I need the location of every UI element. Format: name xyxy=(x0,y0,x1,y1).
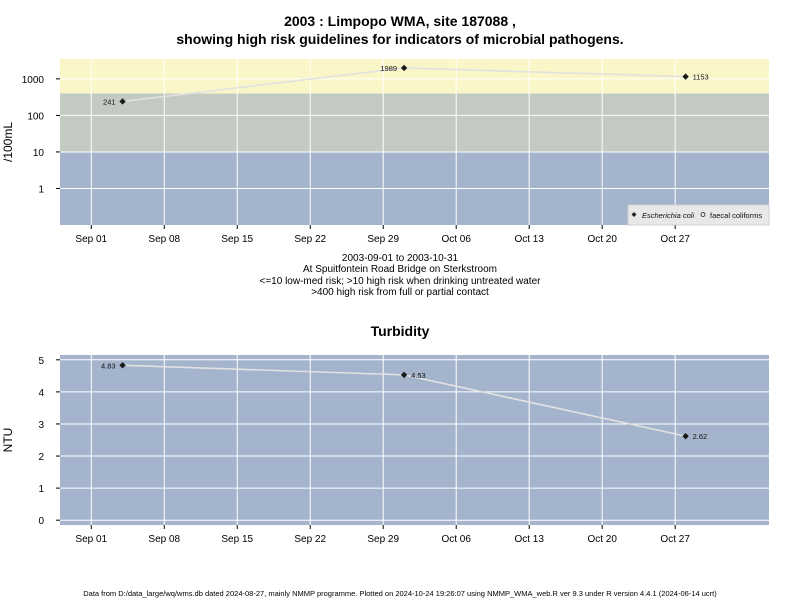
chart-title-line-1: 2003 : Limpopo WMA, site 187088 , xyxy=(284,13,516,29)
turbidity-chart-title: Turbidity xyxy=(370,323,430,339)
y-tick-label: 5 xyxy=(38,356,44,367)
risk-band-1 xyxy=(60,93,769,152)
y-tick-label: 3 xyxy=(38,420,44,431)
legend-label-faecal: faecal coliforms xyxy=(710,211,762,220)
plot-background xyxy=(60,355,769,525)
legend-label-ecoli: Escherichia coli xyxy=(642,211,694,220)
data-label: 1989 xyxy=(380,64,397,73)
y-tick-label: 1 xyxy=(38,484,44,495)
x-tick-label: Sep 29 xyxy=(367,534,399,545)
data-point xyxy=(119,98,126,105)
x-tick-label: Oct 13 xyxy=(514,534,544,545)
x-tick-label: Sep 08 xyxy=(148,234,180,245)
y-axis-label: /100mL xyxy=(1,122,15,162)
legend: Escherichia coli faecal coliforms xyxy=(627,204,770,226)
chart-title-line-2: showing high risk guidelines for indicat… xyxy=(176,31,624,47)
y-tick-label: 100 xyxy=(27,111,44,122)
data-point xyxy=(119,362,126,369)
data-label: 1153 xyxy=(693,73,709,82)
x-tick-label: Sep 01 xyxy=(75,234,107,245)
x-tick-label: Oct 06 xyxy=(441,234,471,245)
y-tick-label: 1000 xyxy=(22,75,45,86)
y-axis-label: NTU xyxy=(1,428,15,453)
data-label: 4.83 xyxy=(101,361,116,370)
risk-caption-drinking: <=10 low-med risk; >10 high risk when dr… xyxy=(259,276,541,287)
x-tick-label: Sep 22 xyxy=(294,234,326,245)
ecoli-chart: Sep 01 Sep 08 Sep 15 Sep 22 Sep 29 Oct 06 Oct … xyxy=(1,59,770,245)
footer-note: Data from D:/data_large/wq/wms.db dated … xyxy=(83,589,717,598)
x-tick-label: Sep 15 xyxy=(221,234,253,245)
x-tick-label: Sep 22 xyxy=(294,534,326,545)
data-point xyxy=(400,371,408,379)
data-label: 4.53 xyxy=(411,371,426,380)
x-tick-label: Sep 29 xyxy=(367,234,399,245)
legend-box xyxy=(627,204,770,226)
y-tick-label: 10 xyxy=(33,148,45,159)
y-tick-label: 1 xyxy=(38,184,44,195)
legend-marker-ecoli xyxy=(631,212,637,217)
y-tick-label: 4 xyxy=(38,388,44,399)
data-label: 241 xyxy=(103,97,116,106)
data-label: 2.62 xyxy=(693,432,708,441)
risk-caption-contact: >400 high risk from full or partial cont… xyxy=(311,287,489,298)
date-range-caption: 2003-09-01 to 2003-10-31 xyxy=(341,253,459,264)
data-point xyxy=(682,73,689,80)
data-point xyxy=(400,64,408,72)
y-tick-label: 0 xyxy=(38,516,44,527)
y-tick-label: 2 xyxy=(38,452,44,463)
x-tick-label: Sep 01 xyxy=(75,534,107,545)
legend-marker-faecal xyxy=(700,212,706,217)
x-tick-label: Oct 20 xyxy=(587,534,617,545)
turbidity-chart: Sep 01 Sep 08 Sep 15 Sep 22 Sep 29 Oct 06 Oct … xyxy=(1,355,769,545)
x-tick-label: Oct 06 xyxy=(441,534,471,545)
x-tick-label: Sep 15 xyxy=(221,534,253,545)
x-tick-label: Oct 13 xyxy=(514,234,544,245)
data-point xyxy=(682,432,689,440)
x-tick-label: Sep 08 xyxy=(148,534,180,545)
site-caption: At Spuitfontein Road Bridge on Sterkstro… xyxy=(303,264,497,275)
x-tick-label: Oct 27 xyxy=(660,234,690,245)
x-tick-label: Oct 20 xyxy=(587,234,617,245)
x-tick-label: Oct 27 xyxy=(660,534,690,545)
